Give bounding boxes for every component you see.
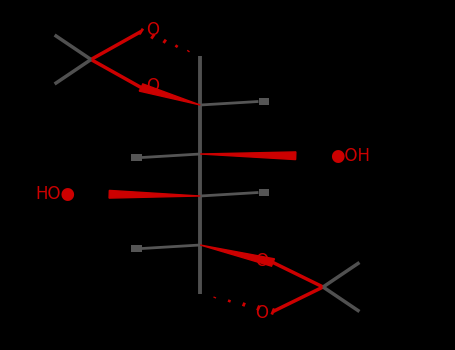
Polygon shape: [200, 245, 274, 266]
Text: O: O: [146, 21, 159, 39]
Text: ●OH: ●OH: [330, 147, 370, 165]
Polygon shape: [200, 152, 296, 160]
Text: O: O: [146, 77, 159, 96]
Text: HO●: HO●: [35, 185, 75, 203]
Text: O: O: [255, 252, 268, 271]
Text: O: O: [255, 303, 268, 322]
Polygon shape: [139, 84, 200, 105]
Bar: [259, 189, 269, 196]
Bar: [131, 245, 142, 252]
Bar: [131, 154, 142, 161]
Bar: [259, 98, 269, 105]
Polygon shape: [109, 190, 200, 198]
